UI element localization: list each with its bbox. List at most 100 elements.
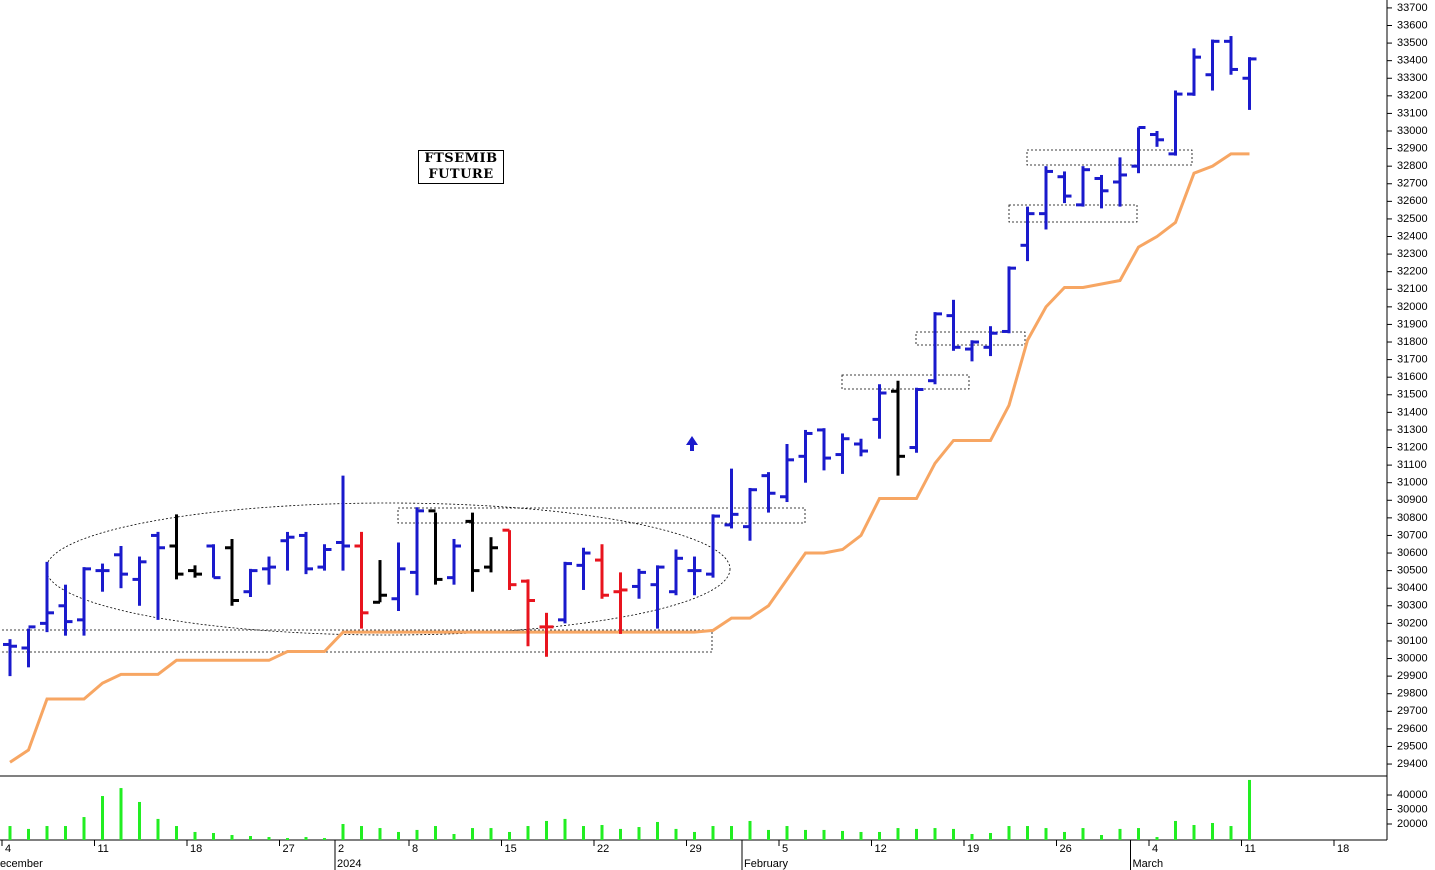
month-label: March: [1133, 858, 1164, 870]
y-tick-label: 31500: [1397, 389, 1428, 401]
volume-bar: [415, 829, 419, 840]
trailing-line: [9, 152, 1250, 764]
volume-bar: [989, 832, 992, 840]
volume-bar: [267, 837, 271, 840]
volume-bar: [45, 826, 49, 840]
volume-bar: [397, 831, 400, 840]
x-tick-label: 2: [338, 843, 344, 855]
chart-title: FTSEMIB FUTURE: [418, 150, 504, 184]
y-tick-label: 32800: [1397, 160, 1428, 172]
volume-bar: [286, 838, 289, 840]
volume-bar: [896, 828, 900, 840]
volume-bar: [323, 838, 326, 840]
y-tick-label: 31600: [1397, 371, 1428, 383]
volume-bar: [767, 829, 770, 840]
y-tick-label: 32100: [1397, 283, 1428, 295]
y-tick-label: 33000: [1397, 125, 1428, 137]
month-label: February: [744, 858, 789, 870]
x-tick-label: 12: [875, 843, 887, 855]
pattern-ellipse: [45, 502, 731, 636]
volume-bar: [378, 828, 382, 840]
volume-bar: [434, 826, 437, 840]
volume-bar: [64, 826, 67, 840]
y-tick-label: 31400: [1397, 406, 1428, 418]
volume-bar: [1007, 826, 1011, 840]
volume-bar: [859, 831, 863, 840]
volume-bar: [730, 826, 733, 840]
y-tick-label: 32500: [1397, 213, 1428, 225]
x-tick-label: 11: [98, 843, 109, 855]
volume-bar: [822, 829, 826, 840]
y2-tick-label: 30000: [1397, 803, 1428, 815]
volume-bar: [1229, 826, 1233, 840]
y-tick-label: 29400: [1397, 758, 1428, 770]
zone-box: [841, 374, 970, 390]
volume-bar: [748, 820, 752, 840]
y-tick-label: 32700: [1397, 178, 1428, 190]
y-tick-label: 32600: [1397, 195, 1428, 207]
volume-bar: [600, 825, 604, 840]
volume-bar: [489, 828, 493, 840]
y-tick-label: 33500: [1397, 37, 1428, 49]
volume-bar: [804, 829, 807, 840]
y-tick-label: 32300: [1397, 248, 1428, 260]
volume-bar: [119, 788, 123, 840]
y-tick-label: 29900: [1397, 670, 1428, 682]
y-tick-label: 31900: [1397, 318, 1428, 330]
y-tick-label: 31700: [1397, 354, 1428, 366]
x-tick-label: 4: [5, 843, 11, 855]
y-tick-label: 33600: [1397, 19, 1428, 31]
y-tick-label: 30800: [1397, 512, 1428, 524]
y-tick-label: 29600: [1397, 723, 1428, 735]
y-tick-label: 31800: [1397, 336, 1428, 348]
y-tick-label: 30700: [1397, 529, 1428, 541]
volume-bar: [1100, 835, 1103, 840]
y-tick-label: 30400: [1397, 582, 1428, 594]
volume-bar: [970, 834, 974, 840]
y-tick-label: 30600: [1397, 547, 1428, 559]
signal-arrow: [686, 436, 698, 451]
y2-tick-label: 40000: [1397, 789, 1428, 801]
volume-bar: [933, 828, 937, 840]
volume-bar: [471, 828, 474, 840]
y2-tick-label: 20000: [1397, 818, 1428, 830]
y-tick-label: 31000: [1397, 477, 1428, 489]
zone-box: [1026, 149, 1193, 166]
x-tick-label: 26: [1060, 843, 1072, 855]
volume-bar: [212, 832, 215, 840]
volume-bar: [1137, 828, 1140, 840]
volume-bar: [8, 826, 12, 840]
volume-bar: [1248, 779, 1251, 840]
volume-bar: [878, 831, 881, 840]
y-tick-label: 33700: [1397, 2, 1428, 14]
volume-bar: [360, 826, 363, 840]
volume-bar: [1081, 828, 1085, 840]
y-tick-label: 29800: [1397, 688, 1428, 700]
volume-bar: [341, 824, 345, 840]
y-tick-label: 29700: [1397, 705, 1428, 717]
volume-bar: [637, 827, 641, 840]
annotations: [0, 149, 1193, 653]
x-tick-label: 27: [283, 843, 295, 855]
volume-bar: [1026, 826, 1029, 840]
y-tick-label: 33200: [1397, 90, 1428, 102]
volume-bar: [841, 830, 844, 840]
volume-bar: [230, 835, 234, 840]
y-tick-label: 31100: [1397, 459, 1427, 471]
volume-bar: [563, 818, 567, 840]
volume-bar: [452, 834, 456, 840]
volume-bar: [101, 796, 104, 840]
volume-bar: [1063, 831, 1066, 840]
y-tick-label: 31300: [1397, 424, 1428, 436]
y-tick-label: 32900: [1397, 142, 1428, 154]
month-label: December: [0, 858, 43, 870]
x-tick-label: 22: [597, 843, 609, 855]
volume-bar: [582, 826, 585, 840]
volume-bar: [175, 826, 178, 840]
volume-bar: [249, 836, 252, 840]
volume-bar: [1044, 828, 1048, 840]
zone-box: [397, 507, 806, 524]
y-tick-label: 29500: [1397, 740, 1428, 752]
